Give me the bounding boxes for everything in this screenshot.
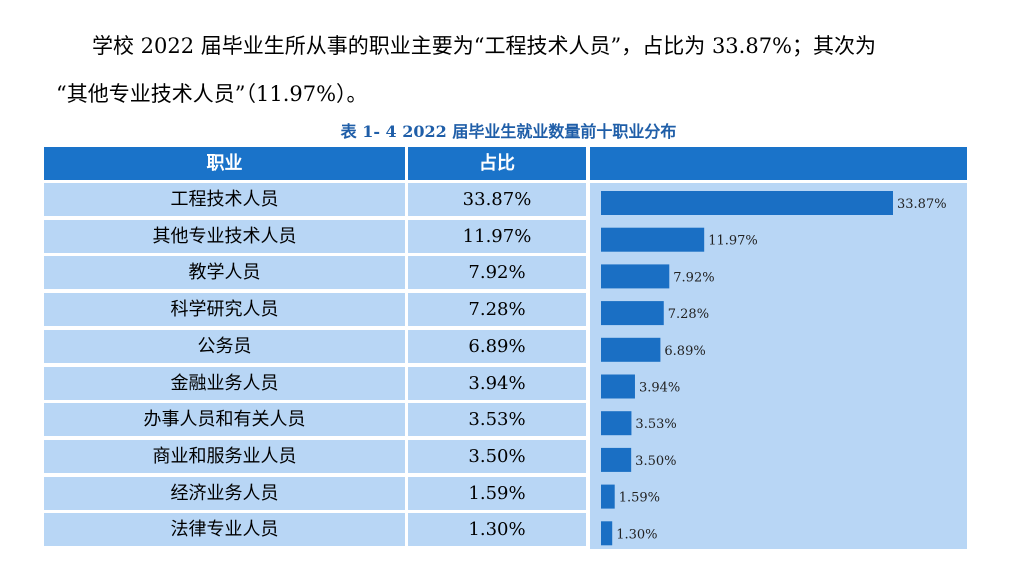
bar-value-label: 7.28% xyxy=(668,307,709,322)
summary-line-1: 学校 2022 届毕业生所从事的职业主要为“工程技术人员”，占比为 33.87%… xyxy=(92,34,877,58)
occupation-cell: 科学研究人员 xyxy=(44,293,405,327)
header-share: 占比 xyxy=(408,147,586,180)
occupation-cell: 金融业务人员 xyxy=(44,366,405,400)
occupation-cell: 商业和服务业人员 xyxy=(44,439,405,473)
share-cell: 7.28% xyxy=(408,293,586,327)
share-cell: 1.59% xyxy=(408,476,586,510)
bar-chart: 33.87% 11.97% 7.92% 7.28% 6.89% 3.94% 3.53% 3.5… xyxy=(601,191,947,546)
table-row: 法律专业人员 1.30% xyxy=(44,513,590,547)
table-row: 科学研究人员 7.28% xyxy=(44,293,590,327)
occupation-cell: 教学人员 xyxy=(44,256,405,290)
table-caption: 表 1- 4 2022 届毕业生就业数量前十职业分布 xyxy=(340,122,677,141)
occupation-cell: 法律专业人员 xyxy=(44,513,405,547)
occupation-cell: 工程技术人员 xyxy=(44,183,405,216)
bar-value-label: 11.97% xyxy=(708,234,758,249)
bar-6 xyxy=(601,374,635,399)
occupation-cell: 办事人员和有关人员 xyxy=(44,403,405,437)
share-cell: 7.92% xyxy=(408,256,586,290)
table-row: 经济业务人员 1.59% xyxy=(44,476,590,510)
bar-chart-panel: 33.87% 11.97% 7.92% 7.28% 6.89% 3.94% 3.53% 3.5… xyxy=(590,183,967,549)
share-cell: 33.87% xyxy=(408,183,586,216)
bar-4 xyxy=(601,301,664,326)
bar-value-label: 3.50% xyxy=(635,454,676,469)
bar-3 xyxy=(601,264,670,289)
bar-value-label: 33.87% xyxy=(897,197,947,212)
share-cell: 1.30% xyxy=(408,513,586,547)
bar-7 xyxy=(601,411,632,436)
share-cell: 11.97% xyxy=(408,219,586,253)
header-occupation: 职业 xyxy=(44,147,405,180)
bar-value-label: 3.94% xyxy=(639,381,680,396)
table-row: 金融业务人员 3.94% xyxy=(44,366,590,400)
bar-9 xyxy=(601,484,615,509)
occupation-distribution-table: 职业 占比 工程技术人员 33.87% 其他专业技术人员 11.97% 教学人员 7.92… xyxy=(44,147,967,549)
share-cell: 3.53% xyxy=(408,403,586,437)
bar-value-label: 1.30% xyxy=(616,527,657,542)
table-row: 工程技术人员 33.87% xyxy=(44,183,590,216)
summary-line-2: “其他专业技术人员”（11.97%）。 xyxy=(56,82,368,106)
bar-value-label: 3.53% xyxy=(635,417,676,432)
table-row: 其他专业技术人员 11.97% xyxy=(44,219,590,253)
table-row: 公务员 6.89% xyxy=(44,329,590,363)
occupation-cell: 公务员 xyxy=(44,329,405,363)
bar-value-label: 7.92% xyxy=(673,270,714,285)
bar-value-label: 1.59% xyxy=(619,491,660,506)
bar-5 xyxy=(601,337,661,362)
bar-1 xyxy=(601,191,893,215)
bar-10 xyxy=(601,521,613,546)
table-row: 办事人员和有关人员 3.53% xyxy=(44,403,590,437)
share-cell: 3.50% xyxy=(408,439,586,473)
bar-2 xyxy=(601,227,705,252)
occupation-cell: 其他专业技术人员 xyxy=(44,219,405,253)
bar-value-label: 6.89% xyxy=(664,344,705,359)
header-chart xyxy=(590,147,967,180)
table-row: 商业和服务业人员 3.50% xyxy=(44,439,590,473)
share-cell: 6.89% xyxy=(408,329,586,363)
bar-8 xyxy=(601,447,632,472)
share-cell: 3.94% xyxy=(408,366,586,400)
occupation-cell: 经济业务人员 xyxy=(44,476,405,510)
table-row: 教学人员 7.92% xyxy=(44,256,590,290)
summary-paragraph: 学校 2022 届毕业生所从事的职业主要为“工程技术人员”，占比为 33.87%… xyxy=(0,0,1017,112)
